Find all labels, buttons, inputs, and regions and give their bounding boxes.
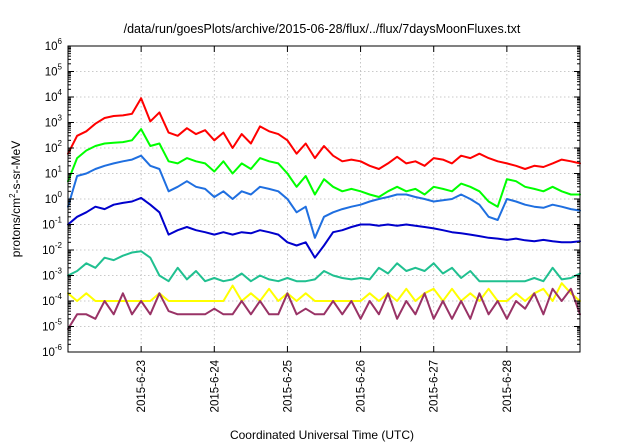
series-line-6: [67, 282, 581, 302]
y-tick-base: 10: [42, 220, 55, 232]
y-tick-exponent: -3: [55, 267, 63, 276]
y-tick-labels: 10-610-510-410-310-210-11001011021031041…: [42, 37, 62, 359]
series-line-4: [67, 196, 581, 259]
series-line-7: [67, 287, 581, 330]
y-tick-base: 10: [45, 118, 58, 130]
y-tick-base: 10: [42, 322, 55, 334]
x-tick-label: 2015-6-27: [429, 360, 441, 412]
x-tick-label: 2015-6-23: [136, 360, 148, 412]
y-tick-base: 10: [45, 194, 58, 206]
y-tick-exponent: -6: [55, 343, 63, 352]
y-tick-base: 10: [42, 245, 55, 257]
y-tick-label: 100: [45, 190, 63, 206]
series-line-1: [67, 97, 581, 170]
y-tick-label: 103: [45, 114, 63, 130]
chart-title: /data/run/goesPlots/archive/2015-06-28/f…: [124, 22, 521, 36]
y-tick-base: 10: [45, 92, 58, 104]
y-tick-base: 10: [42, 296, 55, 308]
y-tick-exponent: 0: [58, 190, 63, 199]
y-tick-label: 102: [45, 139, 63, 155]
x-tick-label: 2015-6-28: [502, 360, 514, 412]
y-tick-label: 10-1: [42, 216, 62, 232]
y-tick-base: 10: [42, 347, 55, 359]
y-tick-base: 10: [42, 271, 55, 283]
y-tick-exponent: -5: [55, 318, 63, 327]
data-series: [67, 97, 581, 330]
x-axis-label: Coordinated Universal Time (UTC): [230, 428, 414, 442]
y-tick-label: 106: [45, 37, 63, 53]
axis-ticks: [68, 45, 580, 353]
y-tick-base: 10: [45, 169, 58, 181]
y-tick-label: 104: [45, 88, 63, 104]
y-tick-base: 10: [45, 67, 58, 79]
x-tick-label: 2015-6-26: [356, 360, 368, 412]
y-tick-label: 10-2: [42, 241, 62, 257]
y-axis-label-pre: protons/cm: [9, 198, 23, 257]
y-axis-label-post: -s-sr-MeV: [9, 141, 23, 194]
y-tick-label: 10-6: [42, 343, 62, 359]
y-tick-label: 105: [45, 63, 63, 79]
y-tick-exponent: 4: [58, 88, 63, 97]
x-tick-label: 2015-6-24: [209, 359, 221, 412]
y-tick-exponent: 6: [58, 37, 63, 46]
x-tick-labels: 2015-6-23 2015-6-24 2015-6-25 2015-6-26 2015…: [136, 359, 514, 412]
y-tick-exponent: 5: [58, 63, 63, 72]
y-tick-base: 10: [45, 143, 58, 155]
x-tick-label: 2015-6-25: [282, 360, 294, 412]
y-tick-exponent: -4: [55, 292, 63, 301]
y-tick-exponent: 1: [58, 165, 63, 174]
y-tick-exponent: 3: [58, 114, 63, 123]
series-line-5: [67, 250, 581, 283]
y-tick-label: 10-3: [42, 267, 62, 283]
y-tick-exponent: -1: [55, 216, 63, 225]
series-line-2: [67, 128, 581, 208]
y-axis-label-sup: 2: [8, 193, 17, 198]
series-line-3: [67, 154, 581, 239]
y-tick-label: 10-4: [42, 292, 62, 308]
y-axis-label: protons/cm2-s-sr-MeV: [8, 141, 23, 257]
y-tick-label: 101: [45, 165, 63, 181]
y-tick-label: 10-5: [42, 318, 62, 334]
y-tick-exponent: 2: [58, 139, 63, 148]
y-tick-exponent: -2: [55, 241, 63, 250]
y-tick-base: 10: [45, 41, 58, 53]
